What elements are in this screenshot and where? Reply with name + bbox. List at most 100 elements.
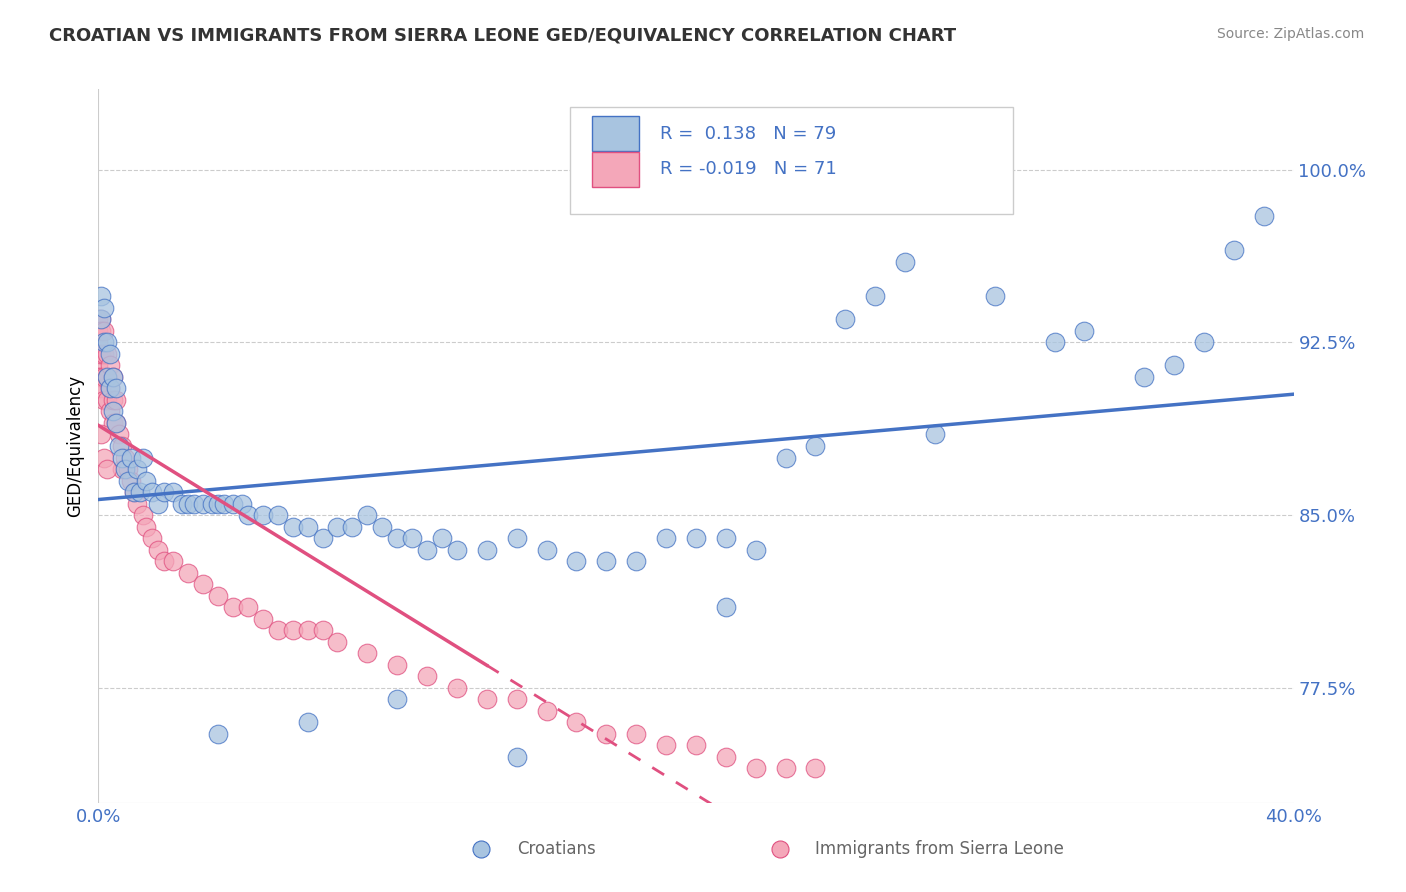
Point [87,359,110,373]
Point [371,519,394,533]
Point [90,289,112,303]
Point [252,612,274,626]
Text: Croatians: Croatians [517,840,596,858]
Point [222,497,245,511]
Point [655,738,678,752]
Point [894,255,917,269]
Point [93,324,115,338]
Point [111,450,134,465]
Point [506,749,529,764]
Point [93,370,115,384]
Point [865,289,887,303]
Point [565,715,588,730]
Text: R = -0.019   N = 71: R = -0.019 N = 71 [661,161,837,178]
FancyBboxPatch shape [592,152,638,187]
Point [416,542,439,557]
Point [98,347,122,361]
Point [98,381,122,395]
Point [401,531,423,545]
Point [191,577,214,591]
Point [177,497,200,511]
Point [162,554,184,568]
Point [714,600,737,615]
Point [103,404,125,418]
Point [141,531,163,545]
Y-axis label: GED/Equivalency: GED/Equivalency [66,375,84,517]
Point [90,427,112,442]
Point [745,761,768,775]
FancyBboxPatch shape [592,116,638,152]
Point [87,312,110,326]
Point [183,497,205,511]
Point [385,531,409,545]
Point [281,623,304,637]
Point [96,335,118,350]
Point [536,542,558,557]
Point [475,692,498,706]
Point [356,508,378,522]
Point [108,439,131,453]
Point [96,370,118,384]
Point [236,600,259,615]
Point [135,519,157,533]
Point [385,657,409,672]
Point [356,646,378,660]
Point [775,761,797,775]
Text: CROATIAN VS IMMIGRANTS FROM SIERRA LEONE GED/EQUIVALENCY CORRELATION CHART: CROATIAN VS IMMIGRANTS FROM SIERRA LEONE… [49,27,956,45]
Point [87,370,110,384]
Point [87,324,110,338]
Point [236,508,259,522]
Point [87,381,110,395]
Point [120,450,142,465]
Point [775,450,797,465]
Point [1192,335,1215,350]
Point [297,623,319,637]
Point [177,566,200,580]
Point [114,462,136,476]
Point [117,462,139,476]
Point [1073,324,1095,338]
Point [141,485,163,500]
Point [172,497,194,511]
Point [124,485,146,500]
Point [212,497,235,511]
Point [297,519,319,533]
Text: Source: ZipAtlas.com: Source: ZipAtlas.com [1216,27,1364,41]
Point [132,508,155,522]
Point [93,347,115,361]
Point [127,462,149,476]
Point [108,427,131,442]
Point [252,508,274,522]
Point [105,392,128,407]
Point [416,669,439,683]
Point [326,519,349,533]
Point [231,497,253,511]
Point [98,381,122,395]
Point [207,727,229,741]
Point [1163,359,1185,373]
Point [90,347,112,361]
Point [201,497,224,511]
Point [475,542,498,557]
Point [446,542,468,557]
Point [685,531,707,545]
Point [267,623,290,637]
Point [90,324,112,338]
Point [90,370,112,384]
Point [103,416,125,430]
Point [93,450,115,465]
Point [153,485,176,500]
Point [98,359,122,373]
Point [804,439,827,453]
Text: Immigrants from Sierra Leone: Immigrants from Sierra Leone [815,840,1064,858]
Point [984,289,1007,303]
Point [342,519,364,533]
Point [127,497,149,511]
Point [111,439,134,453]
Point [90,381,112,395]
Point [117,474,139,488]
Point [96,347,118,361]
Point [506,692,529,706]
Point [103,370,125,384]
Point [804,761,827,775]
